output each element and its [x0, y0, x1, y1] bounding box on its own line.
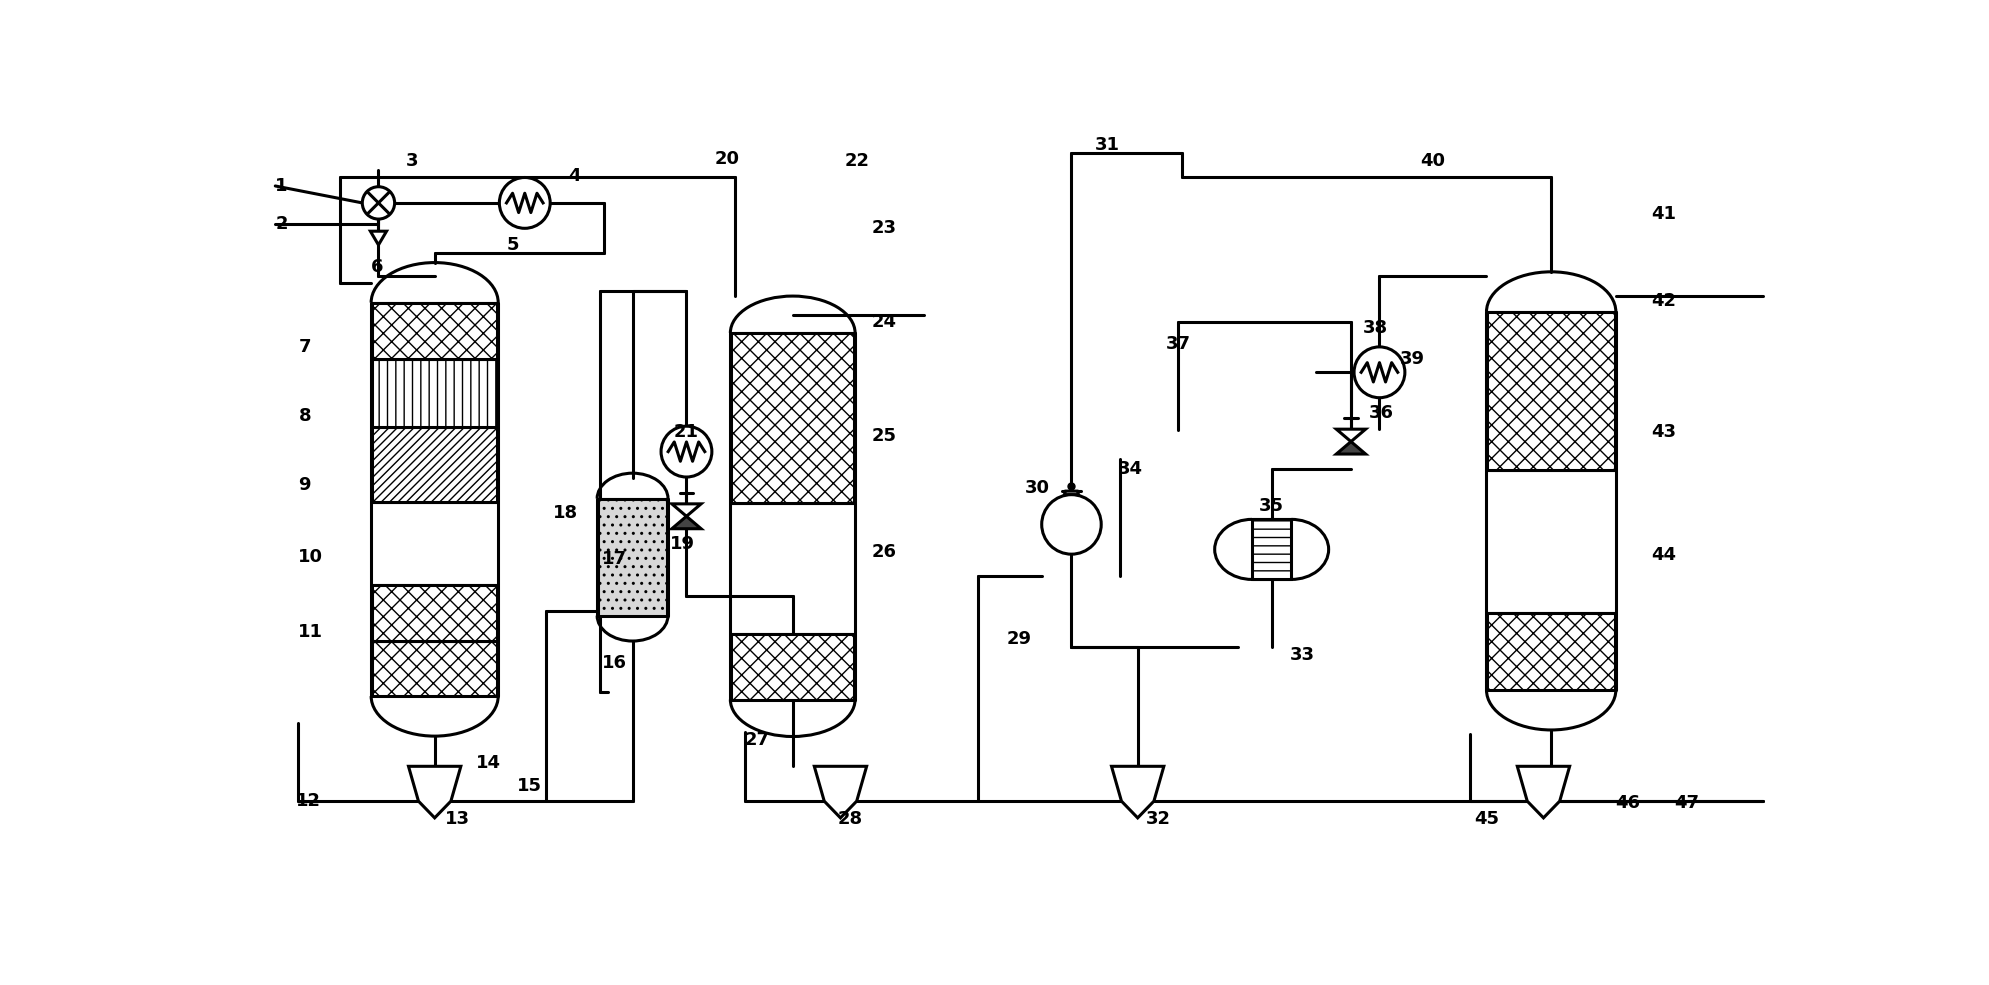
Polygon shape — [1064, 492, 1078, 494]
Text: 45: 45 — [1474, 810, 1498, 828]
Text: 18: 18 — [553, 504, 577, 522]
Text: 5: 5 — [505, 236, 519, 254]
Text: 26: 26 — [871, 543, 895, 560]
Text: 22: 22 — [845, 152, 869, 169]
Text: 27: 27 — [744, 731, 770, 749]
Bar — [1486, 613, 1615, 689]
Polygon shape — [672, 516, 700, 529]
Text: 35: 35 — [1257, 496, 1283, 514]
Text: 2: 2 — [274, 215, 288, 232]
Text: 24: 24 — [871, 313, 895, 331]
Text: 17: 17 — [601, 551, 627, 568]
Text: 14: 14 — [475, 754, 499, 771]
Text: 21: 21 — [672, 423, 698, 440]
Text: 43: 43 — [1651, 423, 1675, 440]
Text: 4: 4 — [567, 166, 581, 185]
Text: 8: 8 — [298, 407, 310, 426]
Text: 9: 9 — [298, 477, 310, 494]
Text: 23: 23 — [871, 220, 895, 237]
Circle shape — [1040, 494, 1100, 555]
Text: 12: 12 — [296, 792, 320, 811]
Text: 13: 13 — [444, 810, 469, 828]
Text: 28: 28 — [837, 810, 861, 828]
Text: 37: 37 — [1166, 335, 1191, 353]
Text: 30: 30 — [1024, 479, 1050, 496]
Text: 15: 15 — [517, 777, 541, 795]
Text: 41: 41 — [1651, 206, 1675, 224]
Polygon shape — [1337, 441, 1364, 454]
Text: 7: 7 — [298, 338, 310, 356]
Text: 42: 42 — [1651, 292, 1675, 309]
Text: 25: 25 — [871, 427, 895, 445]
Polygon shape — [1337, 429, 1364, 441]
Bar — [730, 333, 853, 503]
Text: 11: 11 — [298, 623, 324, 641]
Text: 10: 10 — [298, 548, 324, 566]
Circle shape — [660, 427, 712, 477]
Text: 32: 32 — [1146, 810, 1170, 828]
Polygon shape — [408, 766, 461, 818]
Text: 20: 20 — [714, 150, 738, 168]
Circle shape — [1353, 347, 1404, 398]
Bar — [372, 427, 497, 502]
Text: 38: 38 — [1362, 319, 1386, 338]
Polygon shape — [370, 231, 386, 245]
Circle shape — [362, 187, 394, 219]
Text: 34: 34 — [1118, 460, 1142, 478]
Bar — [597, 498, 666, 616]
Text: 29: 29 — [1006, 630, 1030, 648]
Polygon shape — [814, 766, 865, 818]
Text: 36: 36 — [1368, 404, 1392, 423]
Text: 16: 16 — [601, 654, 627, 672]
Text: 6: 6 — [370, 258, 384, 276]
Polygon shape — [672, 504, 700, 516]
Text: 47: 47 — [1673, 795, 1699, 813]
Bar — [372, 359, 497, 427]
Text: 1: 1 — [274, 177, 288, 195]
Text: 44: 44 — [1651, 546, 1675, 563]
Bar — [372, 640, 497, 696]
Polygon shape — [1516, 766, 1569, 818]
Bar — [372, 585, 497, 640]
Text: 46: 46 — [1615, 795, 1639, 813]
Bar — [730, 634, 853, 699]
Circle shape — [499, 177, 549, 229]
Bar — [1486, 312, 1615, 471]
Polygon shape — [1112, 766, 1164, 818]
Bar — [1251, 519, 1291, 579]
Text: 3: 3 — [406, 152, 418, 169]
Text: 19: 19 — [668, 535, 694, 553]
Text: 31: 31 — [1094, 136, 1120, 154]
Text: 33: 33 — [1289, 646, 1313, 664]
Bar — [372, 302, 497, 359]
Text: 40: 40 — [1420, 152, 1444, 169]
Text: 39: 39 — [1398, 351, 1424, 368]
